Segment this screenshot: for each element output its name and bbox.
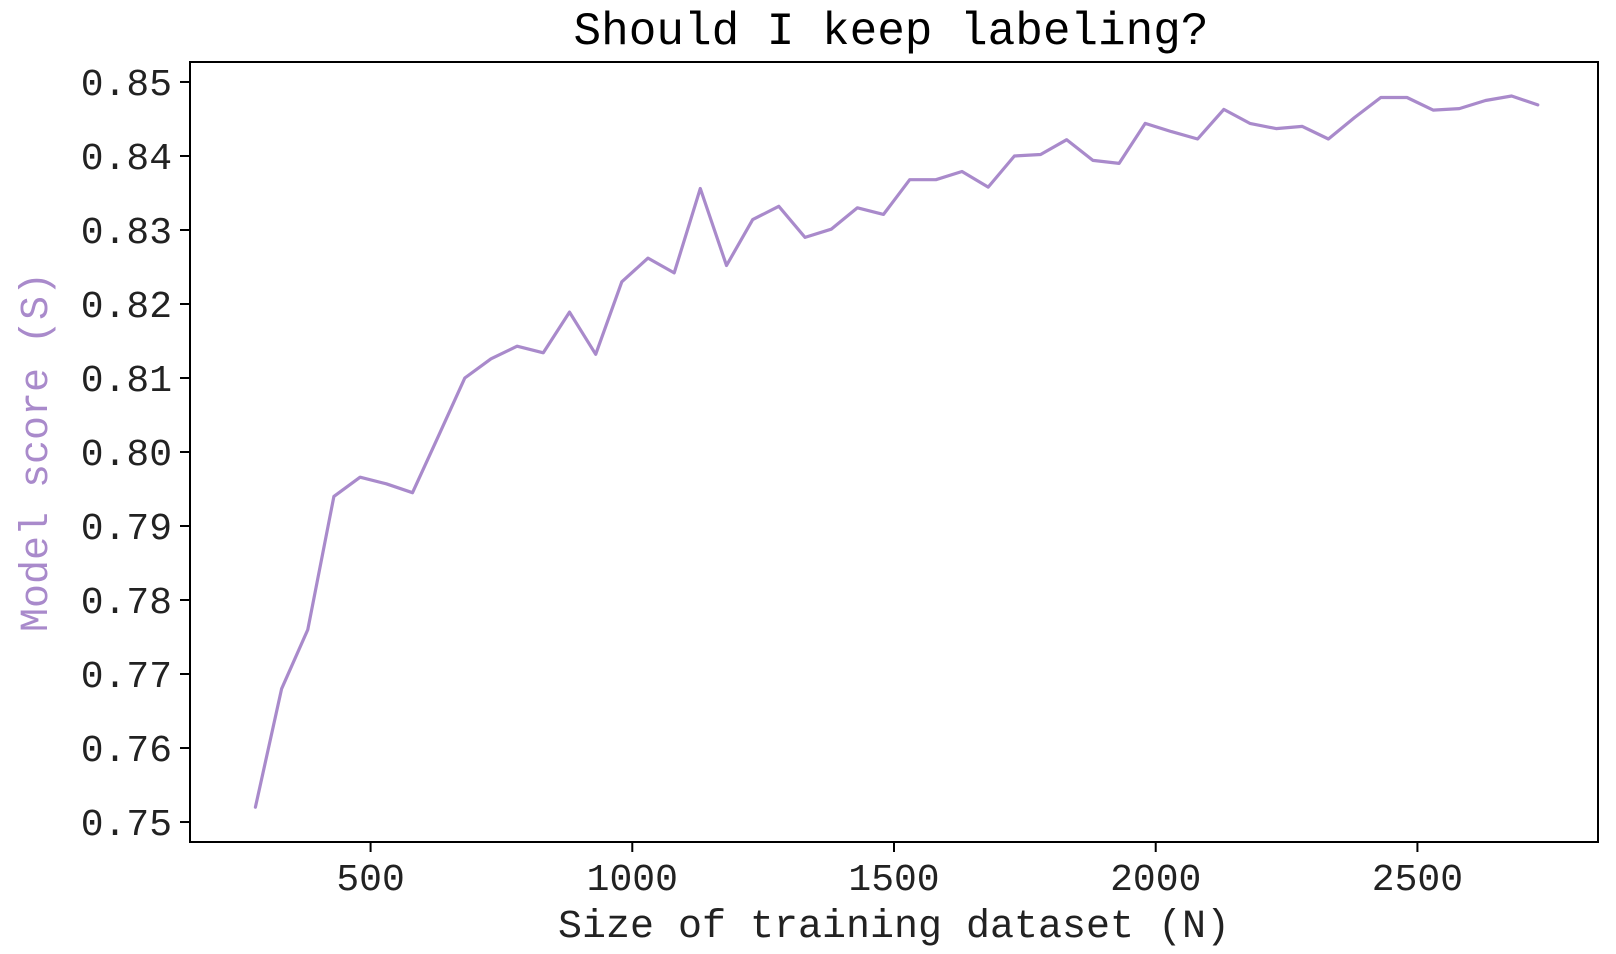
y-tick-label: 0.76 — [81, 730, 172, 773]
y-tick-label: 0.81 — [81, 360, 172, 403]
x-axis-ticks: 500 1000 1500 2000 2500 — [336, 842, 1463, 902]
y-tick-label: 0.77 — [81, 656, 172, 699]
chart-title: Should I keep labeling? — [574, 6, 1209, 58]
x-axis-label: Size of training dataset (N) — [558, 905, 1230, 950]
y-tick-label: 0.84 — [81, 138, 172, 181]
series-line — [253, 94, 1540, 809]
x-tick-label: 1500 — [848, 859, 939, 902]
y-tick-label: 0.83 — [81, 212, 172, 255]
y-tick-label: 0.78 — [81, 582, 172, 625]
y-tick-label: 0.82 — [81, 286, 172, 329]
y-tick-label: 0.79 — [81, 508, 172, 551]
y-tick-label: 0.75 — [81, 804, 172, 847]
x-tick-label: 2500 — [1372, 859, 1463, 902]
plot-area-frame — [189, 61, 1599, 843]
y-axis-ticks: 0.75 0.76 0.77 0.78 0.79 0.80 0.81 0.82 0.83 0.84… — [81, 64, 190, 847]
x-tick-label: 2000 — [1110, 859, 1201, 902]
x-tick-label: 500 — [336, 859, 404, 902]
y-axis-label: Model score (S) — [15, 272, 60, 632]
x-tick-label: 1000 — [587, 859, 678, 902]
y-tick-label: 0.85 — [81, 64, 172, 107]
y-tick-label: 0.80 — [81, 434, 172, 477]
